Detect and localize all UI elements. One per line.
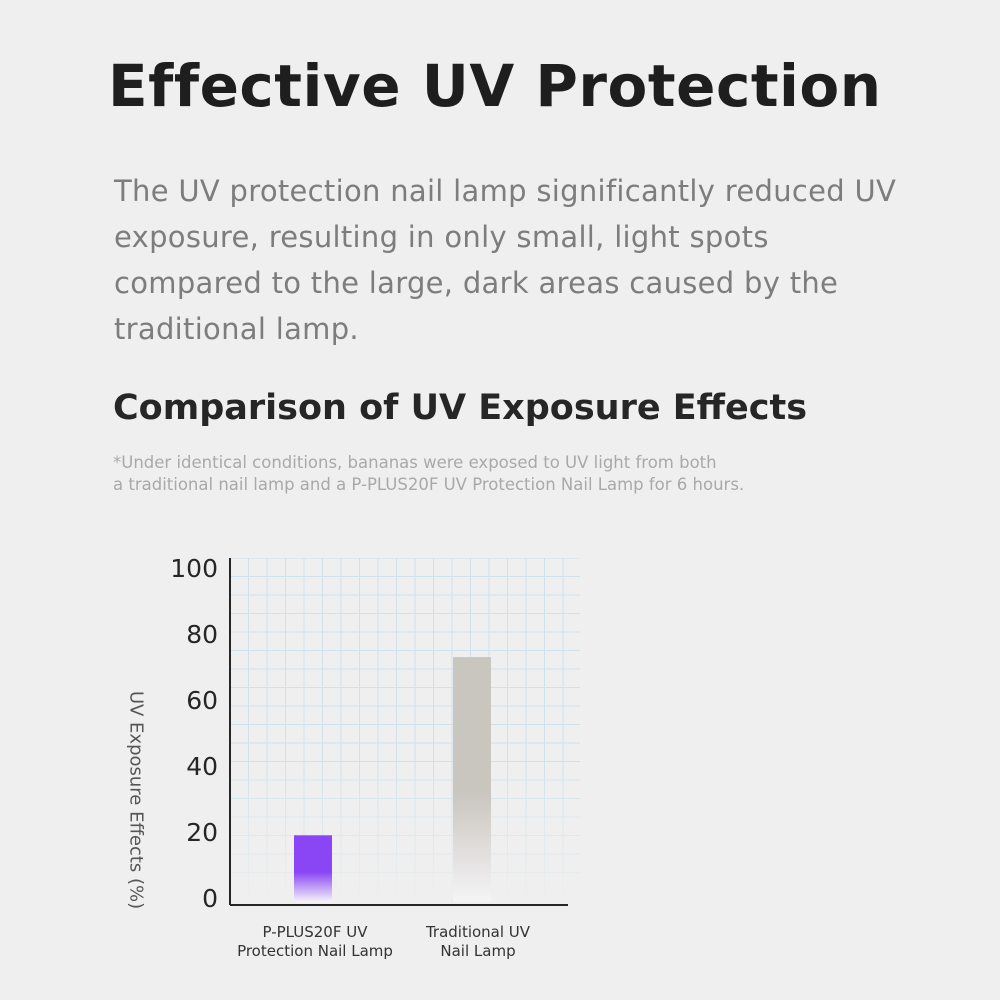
x-category-label-line1: P-PLUS20F UV bbox=[262, 923, 368, 941]
test-conditions-note: *Under identical conditions, bananas wer… bbox=[113, 452, 853, 496]
description-text: The UV protection nail lamp significantl… bbox=[114, 174, 897, 346]
bar-traditional bbox=[453, 657, 491, 902]
x-category-label-line2: Protection Nail Lamp bbox=[237, 942, 393, 960]
y-tick-label: 20 bbox=[186, 818, 218, 847]
x-category-label-line2: Nail Lamp bbox=[440, 942, 515, 960]
y-tick-label: 80 bbox=[186, 620, 218, 649]
y-tick-label: 100 bbox=[170, 554, 218, 583]
y-axis-label: UV Exposure Effects (%) bbox=[125, 690, 147, 910]
chart-heading: Comparison of UV Exposure Effects bbox=[113, 388, 808, 428]
y-tick-label: 60 bbox=[186, 686, 218, 715]
page-title: Effective UV Protection bbox=[108, 52, 882, 120]
plot-grid bbox=[229, 557, 580, 905]
note-line-2: a traditional nail lamp and a P-PLUS20F … bbox=[113, 475, 745, 494]
x-category-label-line1: Traditional UV bbox=[425, 923, 531, 941]
y-tick-label: 0 bbox=[202, 884, 218, 913]
y-tick-label: 40 bbox=[186, 752, 218, 781]
bar-p-plus20f bbox=[294, 835, 332, 902]
note-line-1: *Under identical conditions, bananas wer… bbox=[113, 453, 717, 472]
